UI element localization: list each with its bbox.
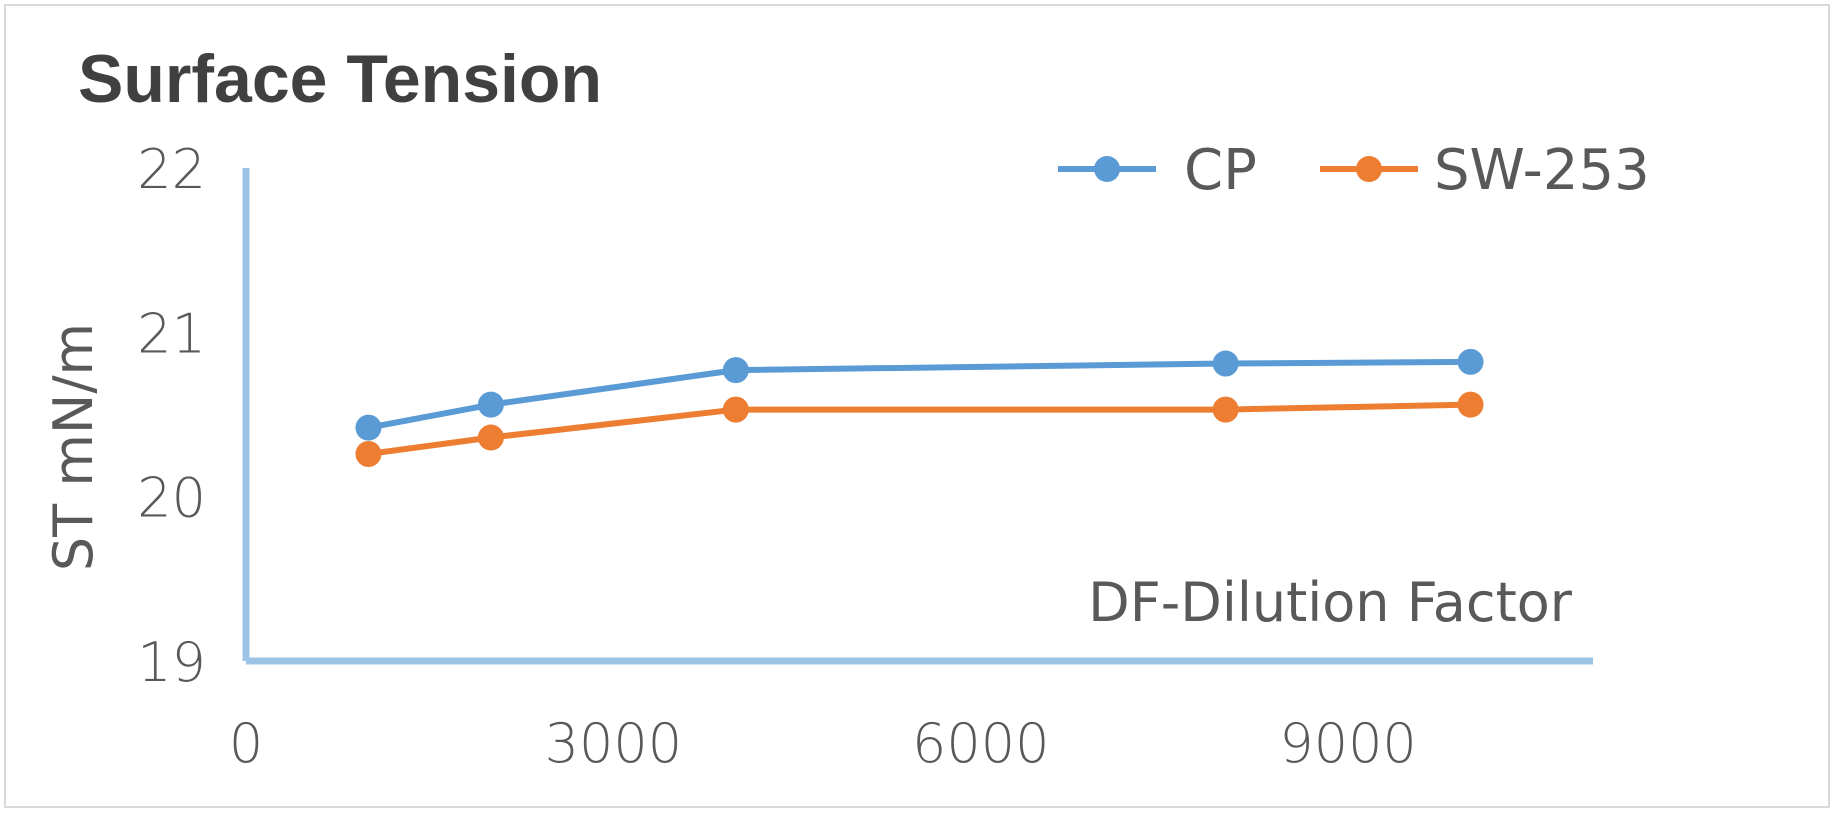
- x-tick-label: 0: [229, 712, 263, 775]
- series-line-1: [367, 358, 1471, 431]
- data-point: [355, 440, 382, 467]
- chart-title: Surface Tension: [78, 41, 602, 117]
- data-point: [355, 414, 382, 441]
- data-point: [1212, 350, 1239, 377]
- chart-frame: [4, 4, 1830, 808]
- legend-label-2: SW-253: [1434, 138, 1650, 203]
- legend-marker-2: [1356, 156, 1382, 182]
- series-line-2: [368, 401, 1471, 457]
- y-axis-label: ST mN/m: [42, 323, 105, 571]
- data-point: [477, 391, 504, 418]
- y-tick-label: 22: [137, 138, 206, 201]
- y-tick-label: 20: [137, 467, 206, 530]
- x-tick-label: 3000: [545, 712, 682, 775]
- data-point: [1457, 391, 1484, 418]
- data-point: [1212, 396, 1239, 423]
- data-point: [722, 357, 749, 384]
- legend-marker-1: [1094, 156, 1120, 182]
- y-tick-label: 19: [137, 631, 206, 694]
- x-tick-label: 6000: [912, 712, 1049, 775]
- y-tick-label: 21: [137, 302, 206, 365]
- x-axis-label: DF-Dilution Factor: [1088, 571, 1573, 634]
- x-tick-label: 9000: [1279, 712, 1416, 775]
- data-point: [477, 424, 504, 451]
- data-point: [722, 396, 749, 423]
- legend-label-1: CP: [1184, 138, 1257, 203]
- data-point: [1457, 348, 1484, 375]
